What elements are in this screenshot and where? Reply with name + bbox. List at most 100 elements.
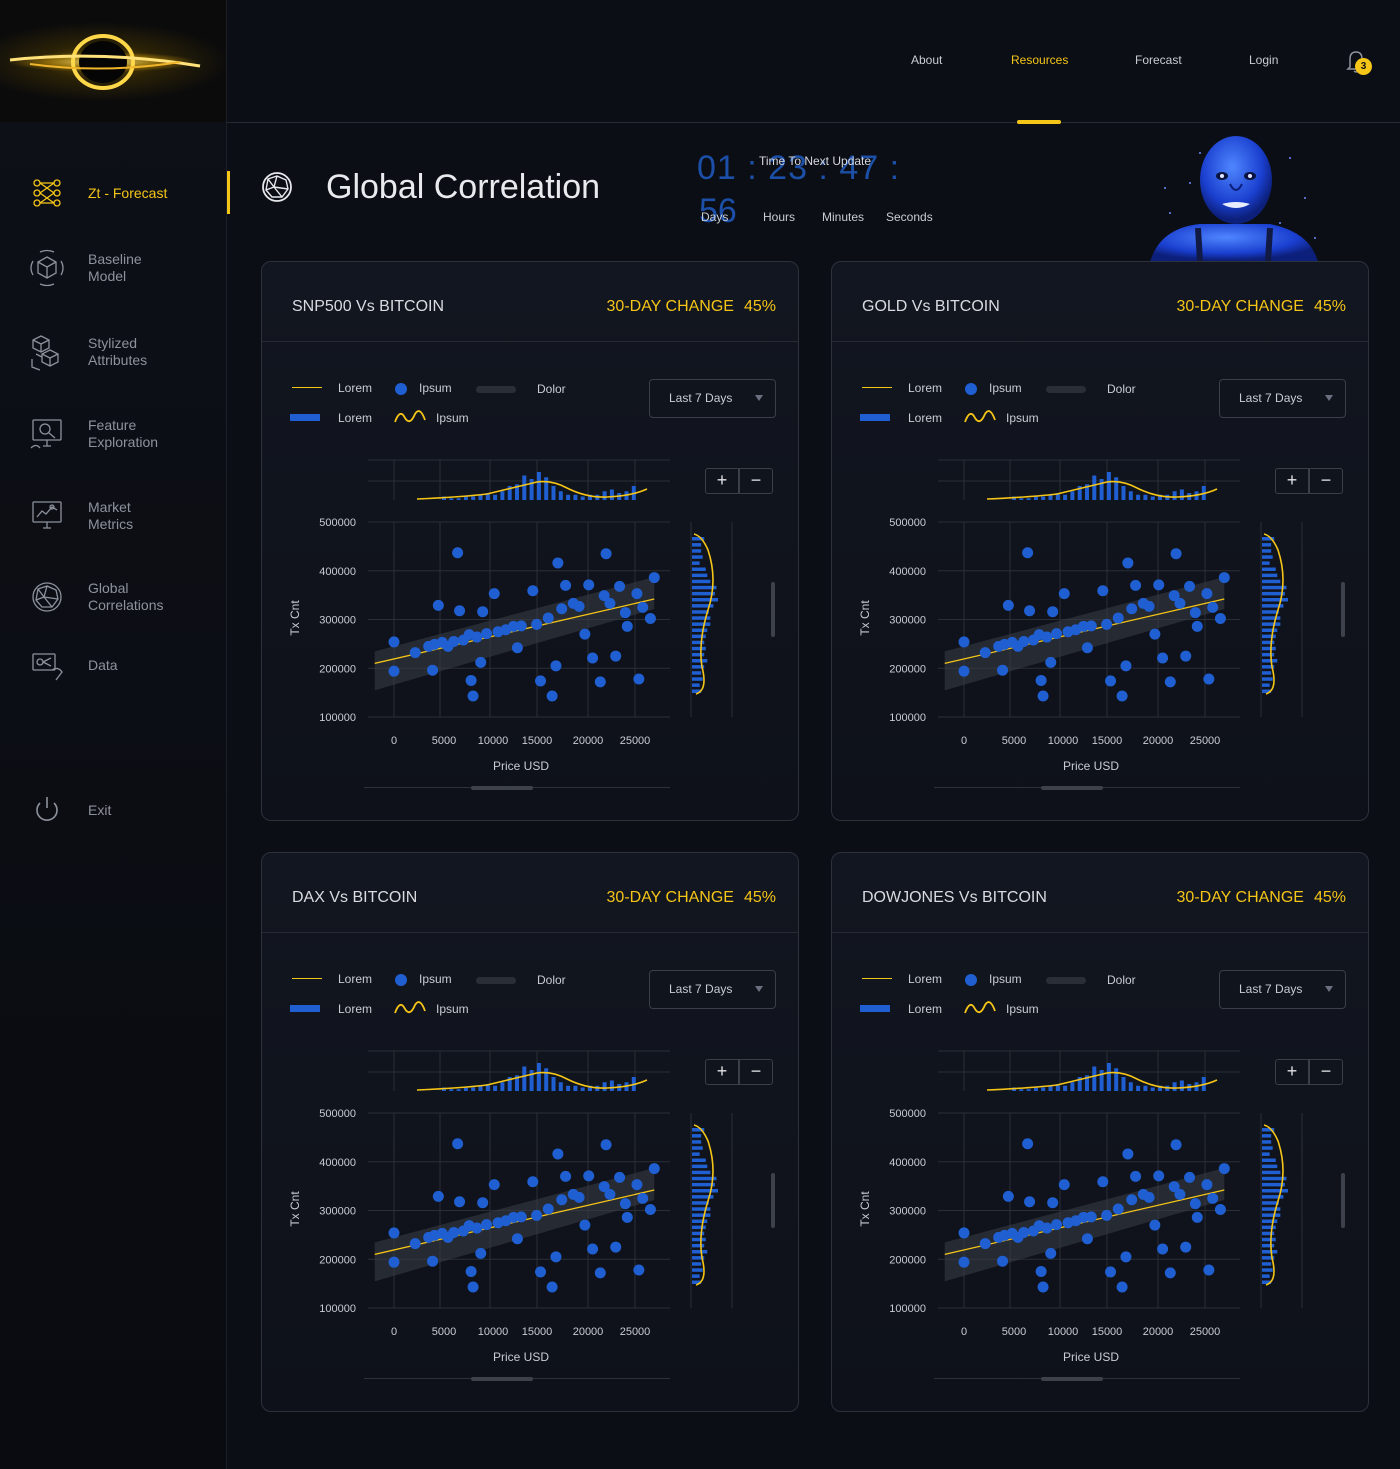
date-range-select[interactable]: Last 7 Days [1219, 379, 1346, 418]
histogram-bar [692, 1189, 718, 1193]
vertical-scrollbar[interactable] [1341, 582, 1345, 637]
histogram-bar [1172, 1082, 1177, 1091]
data-point [997, 664, 1009, 676]
zoom-in-button[interactable]: + [705, 468, 739, 494]
nav-link-login[interactable]: Login [1249, 53, 1279, 67]
nav-link-resources[interactable]: Resources [1011, 53, 1069, 67]
change-indicator: 30-DAY CHANGE 45% [607, 889, 776, 907]
data-point [452, 1138, 464, 1150]
density-curve [416, 480, 648, 500]
horizontal-scrollbar[interactable] [471, 1377, 533, 1381]
histogram-bar [692, 1158, 706, 1162]
x-axis-label: Price USD [493, 1350, 549, 1364]
vertical-scrollbar[interactable] [771, 582, 775, 637]
sidebar-item-zt-forecast[interactable]: Zt - Forecast [0, 163, 226, 223]
histogram-bar [449, 1089, 454, 1091]
data-point [454, 605, 466, 617]
data-point [1153, 1170, 1165, 1182]
histogram-bar [1262, 1225, 1276, 1230]
histogram-bar [1136, 1085, 1141, 1091]
data-point [481, 628, 493, 640]
date-range-select[interactable]: Last 7 Days [1219, 970, 1346, 1009]
histogram-bar [449, 498, 454, 500]
histogram-bar [1019, 498, 1024, 500]
scatter-chart: 500000 400000 300000 200000 100000 0 5000 10000… [288, 1050, 733, 1364]
data-point [644, 1204, 656, 1216]
data-point [1085, 620, 1097, 632]
y-axis-label: Tx Cnt [288, 1191, 302, 1227]
histogram-bar [1262, 1243, 1275, 1248]
horizontal-scrollbar[interactable] [1041, 786, 1103, 790]
histogram-bar [1262, 689, 1272, 693]
sidebar-item-exit[interactable]: Exit [0, 780, 226, 840]
data-point [1201, 588, 1213, 600]
histogram-bar [1262, 1182, 1285, 1187]
legend-label: Dolor [537, 973, 566, 987]
histogram-bar [1262, 555, 1273, 559]
scatter-chart: 500000 400000 300000 200000 100000 0 5000 10000… [858, 459, 1303, 773]
sidebar-item-global-correlations[interactable]: Global Correlations [0, 567, 226, 627]
histogram-bar [1262, 585, 1287, 590]
legend-label: Ipsum [436, 1002, 469, 1016]
sidebar-item-stylized-attributes[interactable]: Stylized Attributes [0, 322, 226, 382]
logo[interactable] [0, 0, 226, 122]
x-tick-label: 25000 [620, 735, 651, 747]
data-point [1002, 599, 1014, 611]
change-label: 30-DAY CHANGE [606, 298, 734, 315]
histogram-bar [692, 1176, 717, 1181]
histogram-bar [692, 610, 709, 614]
sidebar-item-data[interactable]: Data [0, 635, 226, 695]
sidebar-item-market-metrics[interactable]: Market Metrics [0, 486, 226, 546]
histogram-bar [692, 549, 702, 553]
zoom-out-button[interactable]: − [739, 468, 773, 494]
cube-orbit-icon [30, 249, 64, 287]
x-tick-label: 20000 [1143, 1326, 1174, 1338]
horizontal-scrollbar[interactable] [1041, 1377, 1103, 1381]
data-point [388, 1227, 400, 1239]
histogram-bar [1262, 1146, 1273, 1150]
data-point [1101, 618, 1113, 630]
zoom-out-button[interactable]: − [1309, 468, 1343, 494]
zoom-in-button[interactable]: + [705, 1059, 739, 1085]
histogram-bar [1063, 1085, 1068, 1091]
y-tick-label: 300000 [319, 615, 356, 627]
histogram-bar [566, 1085, 571, 1091]
vertical-scrollbar[interactable] [1341, 1173, 1345, 1228]
data-point [1018, 1226, 1030, 1238]
data-point [560, 579, 572, 591]
histogram-bar [1262, 549, 1272, 553]
sidebar-item-baseline-model[interactable]: Baseline Model [0, 238, 226, 298]
histogram-bar [692, 537, 705, 541]
data-point [1097, 585, 1109, 597]
histogram-bar [551, 486, 556, 500]
histogram-bar [692, 646, 706, 651]
data-point [1126, 603, 1138, 615]
vertical-scrollbar[interactable] [771, 1173, 775, 1228]
data-point [604, 597, 616, 609]
zoom-out-button[interactable]: − [739, 1059, 773, 1085]
nav-link-about[interactable]: About [911, 53, 943, 67]
change-indicator: 30-DAY CHANGE 45% [1177, 298, 1346, 316]
date-range-select[interactable]: Last 7 Days [649, 970, 776, 1009]
histogram-bar [1085, 484, 1089, 500]
cubes-icon [31, 335, 59, 371]
histogram-bar [692, 659, 708, 663]
date-range-select[interactable]: Last 7 Days [649, 379, 776, 418]
data-point [1164, 676, 1176, 688]
horizontal-scrollbar[interactable] [471, 786, 533, 790]
data-point [958, 1227, 970, 1239]
zoom-in-button[interactable]: + [1275, 1059, 1309, 1085]
sidebar-item-feature-exploration[interactable]: Feature Exploration [0, 404, 226, 464]
data-point [1153, 579, 1165, 591]
legend-bar-swatch [290, 1005, 320, 1012]
histogram-bar [692, 591, 715, 596]
zoom-in-button[interactable]: + [1275, 468, 1309, 494]
zoom-out-button[interactable]: − [1309, 1059, 1343, 1085]
nav-link-forecast[interactable]: Forecast [1135, 53, 1182, 67]
histogram-bar [507, 486, 512, 500]
histogram-bar [1262, 671, 1272, 675]
histogram-bar [1106, 472, 1111, 500]
histogram-bar [1070, 491, 1075, 500]
histogram-bar [566, 494, 571, 500]
x-tick-label: 0 [961, 735, 967, 747]
